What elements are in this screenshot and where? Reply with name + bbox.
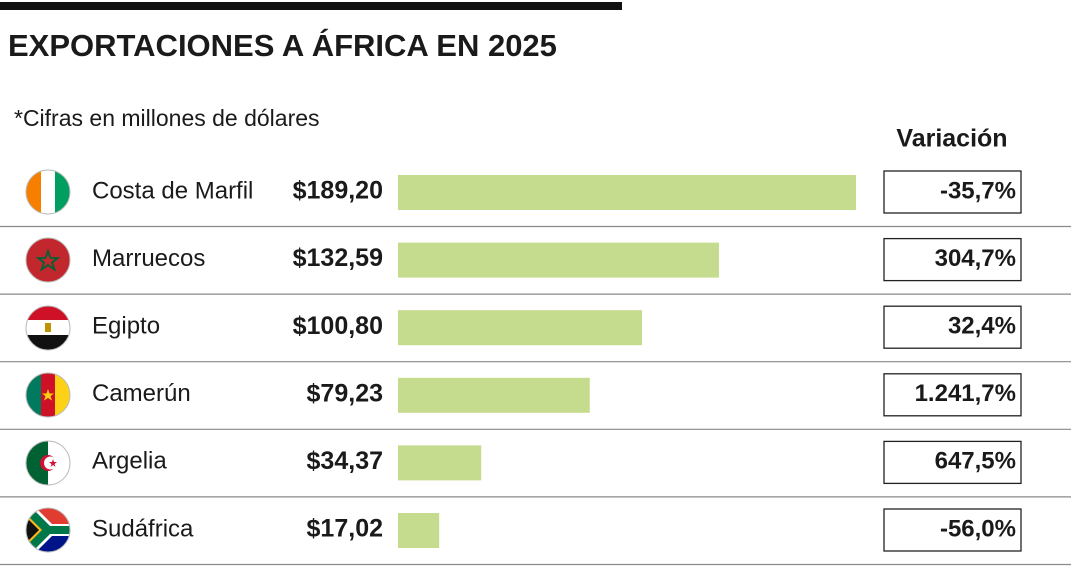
top-rule <box>0 2 622 10</box>
value-label: $17,02 <box>307 515 383 543</box>
value-label: $100,80 <box>293 312 383 340</box>
bar <box>398 310 643 346</box>
flag-egipto <box>26 306 70 350</box>
category-label: Costa de Marfil <box>92 177 253 204</box>
bar <box>398 175 856 210</box>
variation-box <box>883 237 1022 282</box>
category-label: Argelia <box>92 448 167 475</box>
flag-sudafrica <box>26 508 70 552</box>
category-label: Camerún <box>92 380 191 407</box>
variation-box <box>883 305 1022 349</box>
category-label: Marruecos <box>92 245 205 272</box>
variation-label: -56,0% <box>940 515 1016 542</box>
variation-label: -35,7% <box>940 177 1016 204</box>
variation-box <box>883 508 1022 552</box>
category-label: Egipto <box>92 313 160 340</box>
variation-label: 304,7% <box>935 245 1016 272</box>
value-label: $189,20 <box>293 177 383 205</box>
flag-marruecos <box>26 238 70 282</box>
variation-label: 1.241,7% <box>915 380 1016 407</box>
variation-label: 32,4% <box>948 313 1016 340</box>
variation-label: 647,5% <box>935 448 1016 475</box>
bar <box>398 242 719 278</box>
category-label: Sudáfrica <box>92 515 194 542</box>
chart-title: EXPORTACIONES A ÁFRICA EN 2025 <box>8 28 557 63</box>
bar <box>398 513 440 548</box>
bar <box>398 377 590 413</box>
variation-box <box>883 373 1022 417</box>
flag-argelia <box>26 441 70 485</box>
variation-header: Variación <box>896 125 1007 153</box>
flag-outlines <box>25 169 71 553</box>
value-label: $132,59 <box>293 244 383 272</box>
variation-box <box>883 440 1022 485</box>
flag-costa-de-marfil <box>26 170 70 214</box>
bar <box>398 445 482 481</box>
flag-camerun <box>26 373 70 417</box>
value-label: $79,23 <box>307 379 383 407</box>
value-label: $34,37 <box>307 447 383 475</box>
variation-box <box>883 170 1022 214</box>
chart-subtitle: *Cifras en millones de dólares <box>14 105 320 131</box>
